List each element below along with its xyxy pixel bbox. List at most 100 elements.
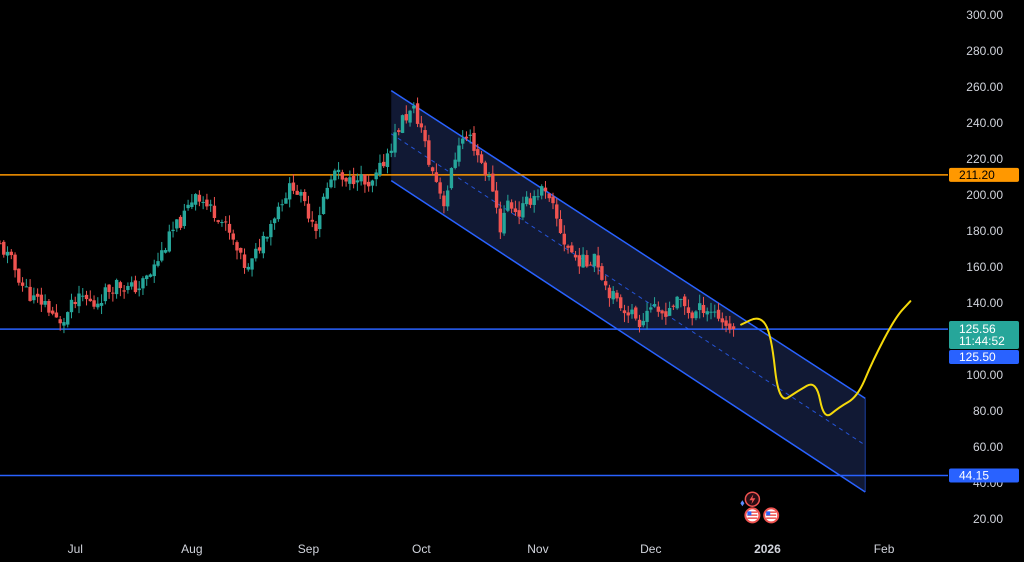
candle	[133, 275, 138, 294]
candle-body	[585, 255, 589, 267]
candle	[615, 289, 619, 302]
candle-body	[54, 312, 59, 318]
channel-middle-line[interactable]	[390, 133, 866, 446]
candle	[603, 275, 608, 291]
candle-body	[634, 307, 638, 319]
candle-body	[498, 208, 503, 233]
projection-line[interactable]	[740, 300, 912, 417]
candle	[551, 192, 555, 210]
candle-body	[351, 175, 356, 185]
candle	[532, 190, 536, 213]
x-tick-label: Sep	[298, 542, 320, 556]
candle	[558, 210, 563, 235]
candle	[483, 160, 487, 181]
candle-body	[664, 311, 668, 317]
candle	[397, 128, 401, 136]
candle-body	[524, 196, 529, 205]
flag-stripe	[766, 514, 777, 516]
candle-body	[239, 247, 243, 253]
candle-body	[438, 182, 442, 194]
candle	[487, 171, 491, 181]
us-flag-event-icon[interactable]	[744, 507, 761, 524]
candle	[630, 304, 634, 319]
flag-stripe	[766, 517, 777, 519]
candle	[728, 315, 732, 334]
candle	[656, 301, 661, 317]
candle-body	[430, 167, 435, 172]
candle	[694, 310, 698, 321]
candle	[521, 196, 525, 221]
candle-body	[333, 170, 337, 181]
candle	[9, 249, 13, 260]
candle-body	[355, 180, 360, 183]
candle	[588, 261, 593, 266]
candle	[698, 294, 702, 319]
lightning-event-icon[interactable]	[740, 491, 761, 507]
candle-body	[472, 132, 476, 151]
candle	[649, 303, 653, 313]
candle-body	[457, 145, 461, 162]
candle-body	[216, 220, 220, 222]
channel-fill	[391, 90, 866, 492]
candle-body	[107, 284, 111, 292]
candle-body	[513, 208, 518, 213]
candle-body	[295, 190, 299, 195]
candle	[122, 284, 126, 299]
horizontal-levels[interactable]	[0, 174, 948, 477]
current-support-tag: 125.50	[949, 349, 1019, 364]
time-axis[interactable]: Jul Aug Sep Oct Nov Dec 2026 Feb	[68, 542, 895, 556]
candle	[284, 192, 288, 204]
resistance-tag-text: 211.20	[959, 168, 995, 182]
y-tick-label: 220.00	[966, 152, 1003, 166]
candle	[321, 193, 326, 215]
candle	[585, 250, 589, 268]
candle	[351, 167, 356, 189]
candle	[513, 200, 518, 216]
candle	[69, 293, 74, 319]
candle-body	[280, 204, 284, 206]
price-axis[interactable]: 300.00 280.00 260.00 240.00 220.00 200.00 180.…	[966, 8, 1003, 526]
candle	[348, 170, 352, 191]
candle	[295, 184, 299, 195]
candle	[344, 176, 348, 187]
candle	[216, 219, 220, 224]
candle-body	[363, 174, 367, 185]
candle	[43, 294, 47, 308]
candle-body	[728, 323, 732, 330]
candle	[171, 221, 175, 238]
candle	[675, 295, 679, 310]
candle-body	[427, 140, 431, 165]
candle-body	[111, 292, 115, 294]
candle	[310, 211, 314, 228]
candle-body	[77, 293, 81, 307]
parallel-channel[interactable]	[390, 89, 866, 493]
candle-body	[254, 248, 258, 259]
candle-body	[603, 281, 608, 286]
candle-body	[321, 196, 326, 215]
candle	[566, 244, 570, 254]
y-tick-label: 140.00	[966, 296, 1003, 310]
candle-body	[190, 202, 194, 208]
candle-body	[175, 219, 179, 229]
candle-body	[528, 198, 533, 205]
candle	[145, 274, 149, 286]
candle-body	[521, 203, 525, 218]
us-flag-event-icon-2[interactable]	[763, 507, 780, 524]
candle-body	[17, 268, 21, 283]
candle	[66, 311, 70, 328]
candle	[731, 323, 736, 337]
candle-body	[686, 307, 691, 314]
candle-body	[667, 307, 672, 316]
candle-body	[540, 186, 544, 196]
candle-body	[442, 195, 446, 207]
candle	[141, 276, 145, 295]
projection-path[interactable]	[740, 300, 912, 417]
y-tick-label: 240.00	[966, 116, 1003, 130]
candle-body	[483, 162, 487, 175]
candle	[430, 166, 435, 176]
candle	[250, 258, 254, 277]
candle	[547, 193, 551, 202]
channel-lower-line[interactable]	[390, 179, 866, 493]
event-markers[interactable]	[740, 491, 780, 524]
